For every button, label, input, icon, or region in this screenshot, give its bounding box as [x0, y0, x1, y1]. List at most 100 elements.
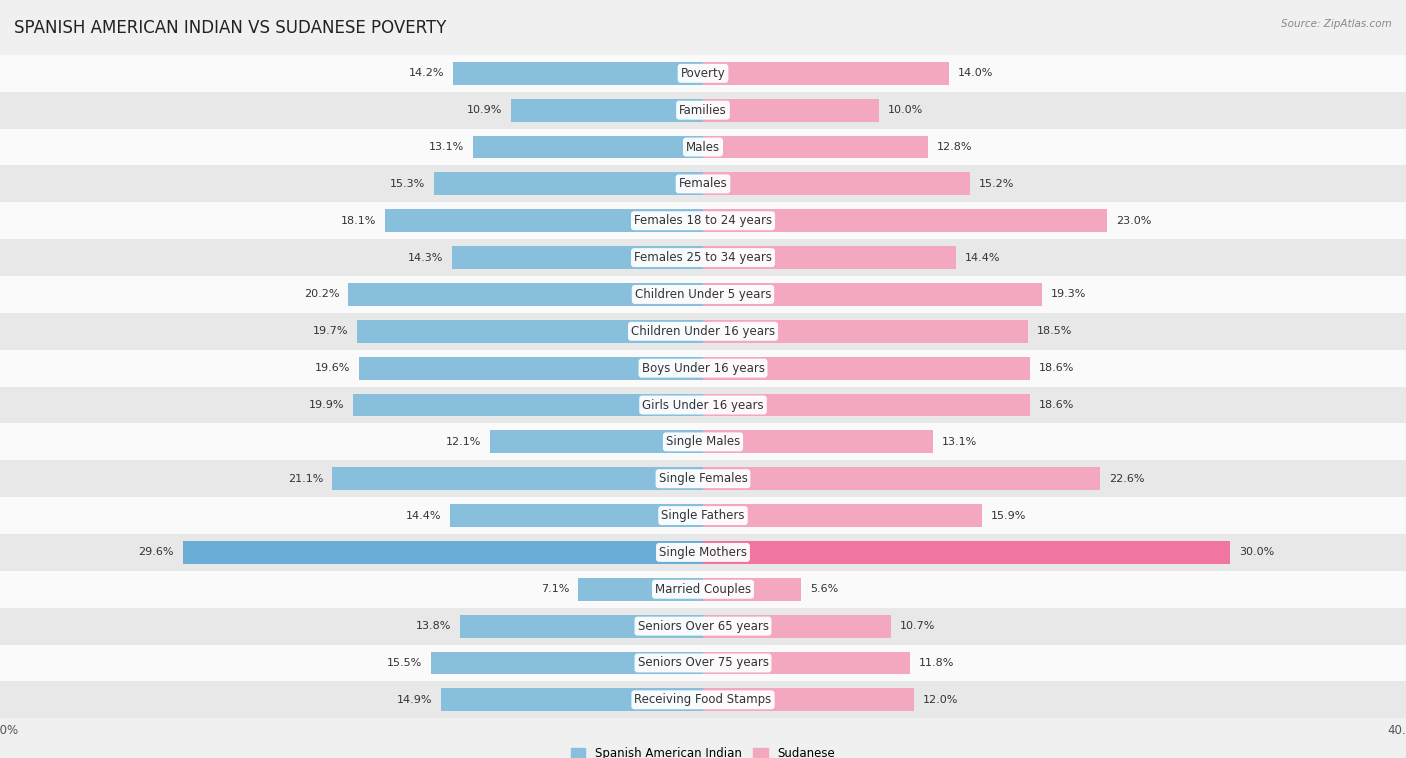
Text: 14.9%: 14.9% [396, 695, 433, 705]
Text: 30.0%: 30.0% [1239, 547, 1274, 557]
Bar [491, 431, 703, 453]
Text: 15.9%: 15.9% [991, 511, 1026, 521]
Bar [0, 349, 1406, 387]
Text: 13.1%: 13.1% [942, 437, 977, 447]
Text: 15.5%: 15.5% [387, 658, 422, 668]
Text: 13.1%: 13.1% [429, 142, 464, 152]
Bar [0, 424, 1406, 460]
Bar [472, 136, 703, 158]
Text: 12.8%: 12.8% [936, 142, 972, 152]
Text: 15.2%: 15.2% [979, 179, 1014, 189]
Bar [703, 467, 1099, 490]
Bar [0, 534, 1406, 571]
Text: Single Mothers: Single Mothers [659, 546, 747, 559]
Bar [454, 62, 703, 85]
Bar [703, 173, 970, 196]
Bar [385, 209, 703, 232]
Bar [0, 240, 1406, 276]
Bar [183, 541, 703, 564]
Bar [0, 681, 1406, 719]
Text: 18.5%: 18.5% [1038, 326, 1073, 337]
Text: Males: Males [686, 140, 720, 154]
Bar [703, 578, 801, 600]
Bar [441, 688, 703, 711]
Bar [703, 504, 983, 527]
Text: Females 18 to 24 years: Females 18 to 24 years [634, 215, 772, 227]
Bar [0, 571, 1406, 608]
Text: 5.6%: 5.6% [810, 584, 838, 594]
Bar [703, 615, 891, 637]
Text: 15.3%: 15.3% [389, 179, 425, 189]
Bar [703, 652, 911, 675]
Bar [703, 357, 1029, 380]
Text: Single Males: Single Males [666, 435, 740, 449]
Bar [349, 283, 703, 306]
Bar [703, 393, 1029, 416]
Text: Boys Under 16 years: Boys Under 16 years [641, 362, 765, 374]
Bar [0, 165, 1406, 202]
Text: 19.9%: 19.9% [309, 400, 344, 410]
Bar [357, 320, 703, 343]
Text: 18.6%: 18.6% [1039, 400, 1074, 410]
Text: 10.0%: 10.0% [887, 105, 922, 115]
Text: 14.4%: 14.4% [406, 511, 441, 521]
Bar [0, 460, 1406, 497]
Bar [703, 541, 1230, 564]
Text: Source: ZipAtlas.com: Source: ZipAtlas.com [1281, 19, 1392, 29]
Bar [0, 202, 1406, 240]
Text: 18.1%: 18.1% [340, 216, 375, 226]
Text: 14.4%: 14.4% [965, 252, 1000, 262]
Text: Girls Under 16 years: Girls Under 16 years [643, 399, 763, 412]
Bar [0, 55, 1406, 92]
Text: 12.0%: 12.0% [922, 695, 957, 705]
Bar [461, 615, 703, 637]
Bar [703, 283, 1042, 306]
Text: 12.1%: 12.1% [446, 437, 481, 447]
Bar [0, 313, 1406, 349]
Text: Seniors Over 75 years: Seniors Over 75 years [637, 656, 769, 669]
Text: Receiving Food Stamps: Receiving Food Stamps [634, 694, 772, 706]
Text: 19.7%: 19.7% [312, 326, 349, 337]
Bar [0, 129, 1406, 165]
Bar [0, 92, 1406, 129]
Bar [703, 209, 1108, 232]
Text: 11.8%: 11.8% [920, 658, 955, 668]
Bar [450, 504, 703, 527]
Text: 29.6%: 29.6% [139, 547, 174, 557]
Text: SPANISH AMERICAN INDIAN VS SUDANESE POVERTY: SPANISH AMERICAN INDIAN VS SUDANESE POVE… [14, 19, 447, 37]
Bar [353, 393, 703, 416]
Text: 14.2%: 14.2% [409, 68, 444, 78]
Bar [703, 62, 949, 85]
Bar [703, 320, 1028, 343]
Bar [0, 608, 1406, 644]
Text: 22.6%: 22.6% [1109, 474, 1144, 484]
Bar [703, 431, 934, 453]
Text: 19.3%: 19.3% [1052, 290, 1087, 299]
Text: 13.8%: 13.8% [416, 621, 451, 631]
Bar [0, 497, 1406, 534]
Text: 7.1%: 7.1% [541, 584, 569, 594]
Text: Families: Families [679, 104, 727, 117]
Bar [578, 578, 703, 600]
Text: Females: Females [679, 177, 727, 190]
Bar [703, 246, 956, 269]
Text: Children Under 5 years: Children Under 5 years [634, 288, 772, 301]
Text: Children Under 16 years: Children Under 16 years [631, 324, 775, 338]
Text: Females 25 to 34 years: Females 25 to 34 years [634, 251, 772, 264]
Text: 14.3%: 14.3% [408, 252, 443, 262]
Bar [434, 173, 703, 196]
Bar [703, 136, 928, 158]
Text: 19.6%: 19.6% [315, 363, 350, 373]
Text: 23.0%: 23.0% [1116, 216, 1152, 226]
Bar [359, 357, 703, 380]
Text: Single Females: Single Females [658, 472, 748, 485]
Text: Seniors Over 65 years: Seniors Over 65 years [637, 619, 769, 633]
Text: 10.7%: 10.7% [900, 621, 935, 631]
Bar [703, 688, 914, 711]
Bar [451, 246, 703, 269]
Bar [430, 652, 703, 675]
Text: 10.9%: 10.9% [467, 105, 503, 115]
Bar [0, 644, 1406, 681]
Bar [332, 467, 703, 490]
Text: Poverty: Poverty [681, 67, 725, 80]
